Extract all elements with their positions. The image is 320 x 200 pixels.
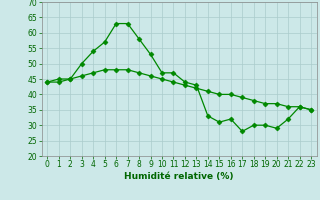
X-axis label: Humidité relative (%): Humidité relative (%) [124,172,234,181]
